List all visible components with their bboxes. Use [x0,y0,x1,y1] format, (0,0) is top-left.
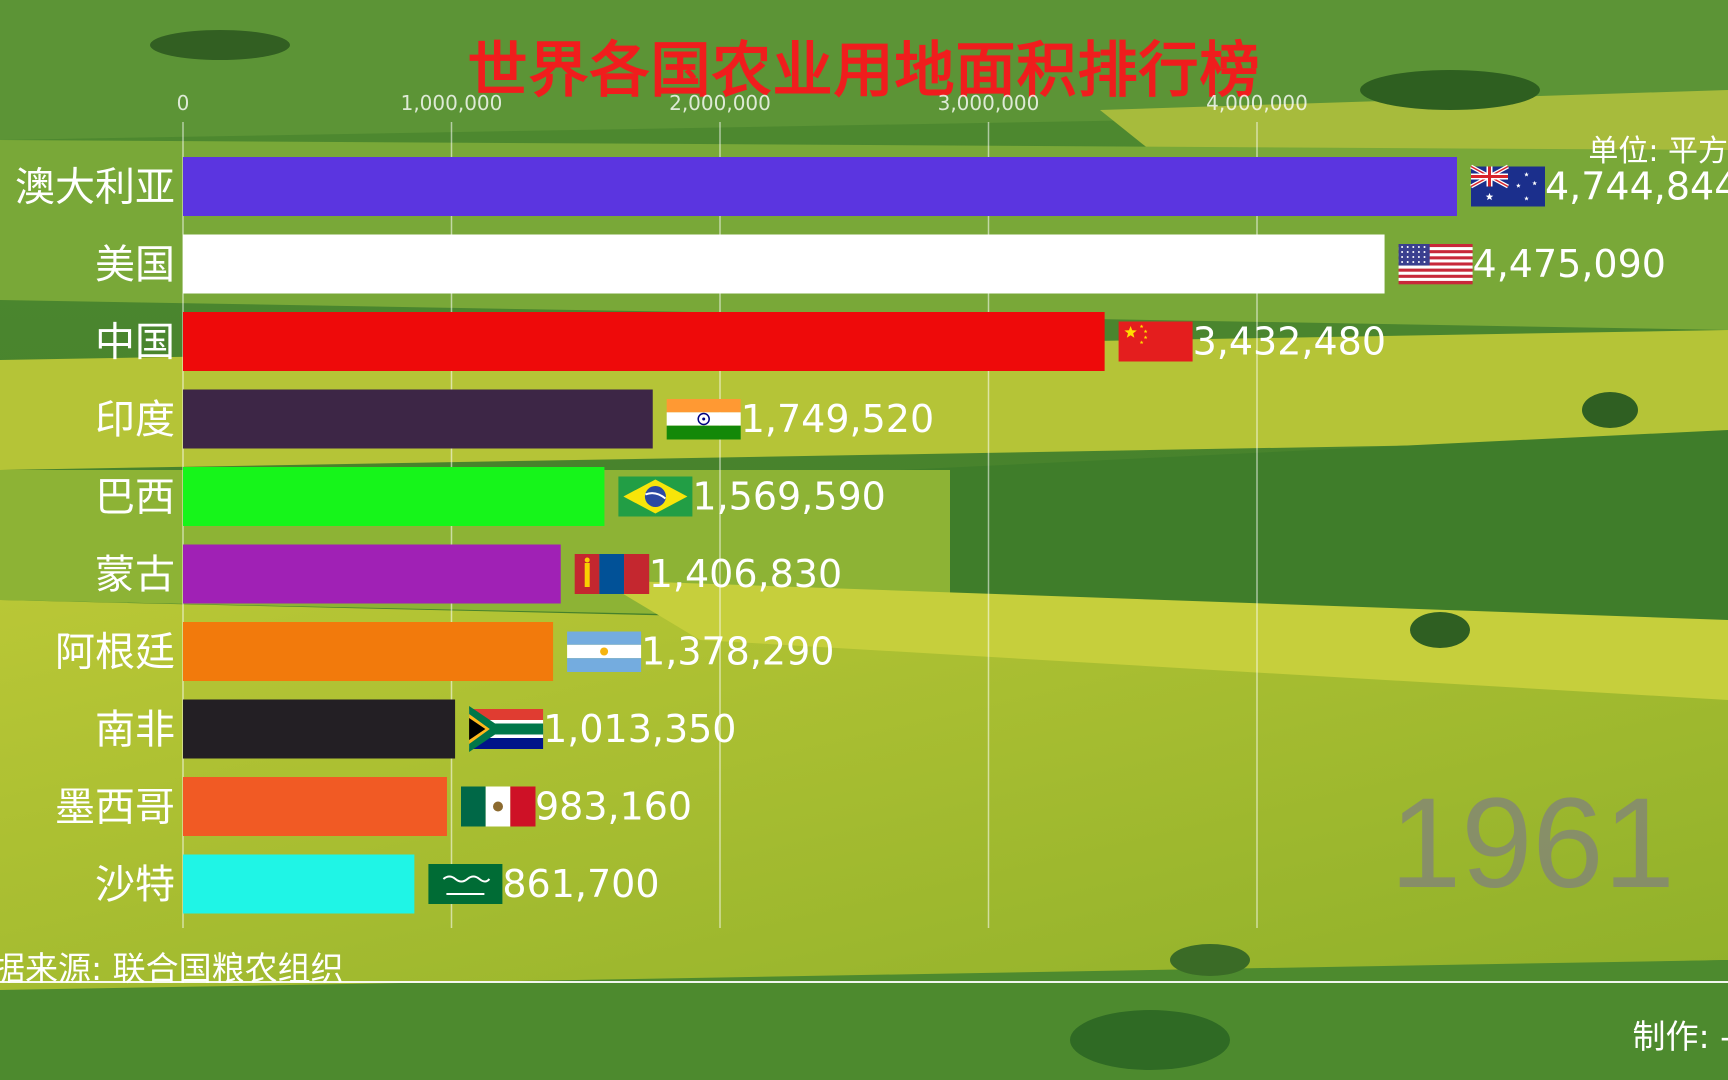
bar [183,777,447,836]
south-africa-flag [469,706,544,752]
value-label: 4,744,844 [1545,165,1728,209]
x-tick-label: 2,000,000 [669,91,771,115]
x-tick-label: 1,000,000 [401,91,503,115]
value-label: 4,475,090 [1473,242,1666,286]
china-flag [1118,321,1193,362]
maker-label: 制作: - [1632,1017,1728,1056]
bar [183,312,1105,371]
category-label: 阿根廷 [55,630,175,676]
category-label: 沙特 [95,862,175,908]
argentina-flag [567,631,642,672]
bar [183,467,605,526]
value-label: 1,569,590 [692,475,885,519]
category-label: 中国 [95,320,175,366]
bar [183,389,653,449]
chart-title: 世界各国农业用地面积排行榜 [467,36,1261,106]
australia-flag [1470,164,1545,207]
x-tick-label: 3,000,000 [938,91,1040,115]
category-label: 印度 [95,397,175,443]
saudi-arabia-flag [428,864,503,904]
x-tick-label: 4,000,000 [1206,91,1308,115]
bar [183,854,415,914]
year-indicator: 1961 [1390,772,1675,915]
category-label: 蒙古 [95,552,175,598]
bar [183,699,456,759]
value-label: 1,406,830 [649,552,842,596]
value-label: 1,378,290 [641,630,834,674]
mongolia-flag [574,554,650,594]
bar [183,622,554,681]
bar [183,157,1457,216]
value-label: 1,749,520 [741,397,934,441]
usa-flag [1398,244,1473,285]
category-label: 墨西哥 [55,785,175,831]
value-label: 861,700 [502,862,659,906]
value-label: 1,013,350 [543,707,736,751]
category-label: 巴西 [95,475,175,521]
x-tick-label: 0 [177,91,190,115]
divider-line [0,981,1728,983]
bar [183,234,1385,294]
category-label: 南非 [95,707,175,753]
x-axis-ticks: 0 1,000,000 2,000,000 3,000,000 4,000,000 [177,91,1308,115]
mexico-flag [461,786,536,827]
brazil-flag [618,476,693,517]
value-label: 3,432,480 [1193,320,1386,364]
category-label: 澳大利亚 [15,165,175,211]
unit-label: 单位: 平方 [1588,134,1728,169]
bar [183,544,561,604]
bars: 澳大利亚 4,744,844 美国 4,475,090 中国 3,432,480 印度 1,7… [15,157,1728,914]
india-flag [666,399,741,440]
category-label: 美国 [95,242,175,288]
value-label: 983,160 [535,785,692,829]
